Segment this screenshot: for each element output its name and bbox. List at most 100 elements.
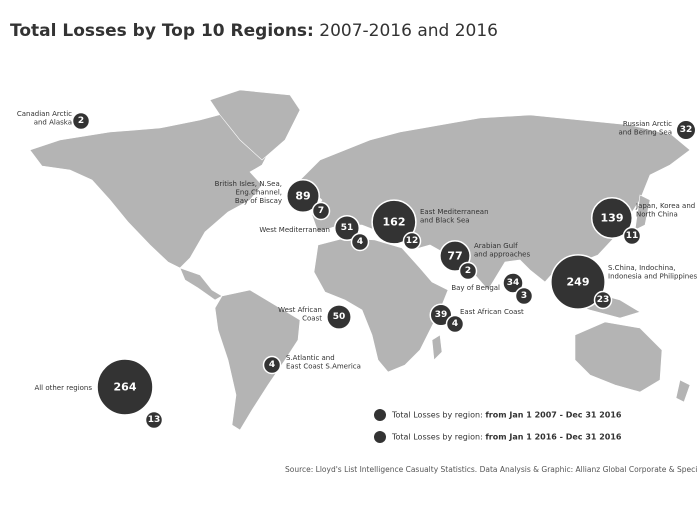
legend-period: from Jan 1 2007 - Dec 31 2016: [485, 411, 622, 420]
region-label: West African: [278, 306, 322, 314]
region-label: East Mediterranean: [420, 208, 489, 216]
bubble-value: 23: [597, 295, 610, 305]
bubble-value: 32: [680, 125, 693, 135]
loss-bubble: [311, 201, 331, 221]
loss-bubble: [550, 254, 606, 310]
region-label: and Alaska: [34, 119, 72, 127]
region-label: and approaches: [474, 251, 530, 259]
madagascar: [431, 334, 443, 361]
region-label: S.Atlantic and: [286, 354, 335, 362]
region: S.China, Indochina,Indonesia and Philipp…: [550, 254, 698, 310]
bubble-value: 249: [567, 276, 590, 289]
australia: [574, 321, 663, 393]
region: West Mediterranean 514: [259, 214, 370, 252]
loss-bubble: [429, 303, 453, 327]
bubble-value: 51: [341, 223, 354, 233]
legend-period: from Jan 1 2016 - Dec 31 2016: [485, 433, 622, 442]
loss-bubble: [371, 199, 417, 245]
loss-bubble: [96, 358, 154, 416]
loss-bubble: [675, 119, 697, 141]
region-label: British Isles, N.Sea,: [215, 180, 282, 188]
loss-bubble: [71, 111, 91, 131]
region-label: Bay of Bengal: [451, 284, 500, 292]
region: British Isles, N.Sea,Eng.Channel,Bay of …: [215, 179, 331, 221]
bubble-value: 2: [78, 116, 84, 126]
bubble-value: 4: [269, 360, 275, 370]
bubble-value: 34: [507, 278, 520, 288]
loss-bubble: [350, 232, 370, 252]
region-label: Japan, Korea and: [635, 202, 695, 210]
loss-bubble: [262, 355, 282, 375]
region-label: Arabian Gulf: [474, 242, 518, 250]
bubble-value: 89: [295, 190, 310, 203]
region-label: East Coast S.America: [286, 363, 361, 371]
region-label: Canadian Arctic: [17, 110, 72, 118]
region-label: Coast: [302, 315, 322, 323]
title-rest: 2007-2016 and 2016: [319, 21, 498, 41]
loss-bubble: [514, 286, 534, 306]
bubble-value: 2: [465, 266, 471, 276]
legend-prefix: Total Losses by region:: [391, 411, 483, 420]
region-label: East African Coast: [460, 308, 524, 316]
region-label: Bay of Biscay: [235, 197, 282, 205]
loss-bubble: [590, 196, 634, 240]
greenland: [209, 89, 301, 161]
world-map: [29, 89, 691, 431]
bubble-value: 3: [521, 291, 527, 301]
bubble-value: 7: [318, 206, 324, 216]
region: Bay of Bengal 343: [451, 272, 534, 306]
bubble-value: 77: [447, 250, 462, 263]
bubble-value: 39: [435, 310, 448, 320]
bubble-value: 162: [383, 216, 406, 229]
loss-bubble: [622, 226, 642, 246]
loss-bubble: [326, 304, 352, 330]
bubble-value: 139: [601, 212, 624, 225]
loss-bubble: [144, 410, 164, 430]
legend-swatch: [374, 409, 386, 421]
region-label: Eng.Channel,: [236, 189, 283, 197]
japan: [634, 194, 651, 231]
loss-bubble: [458, 261, 478, 281]
bubble-value: 13: [148, 415, 161, 425]
loss-bubble: [502, 272, 524, 294]
legend-swatch: [374, 431, 386, 443]
legend-label: Total Losses by region: from Jan 1 2016 …: [391, 433, 622, 442]
south-america: [214, 289, 301, 431]
legend-label: Total Losses by region: from Jan 1 2007 …: [391, 411, 622, 420]
region-label: S.China, Indochina,: [608, 264, 676, 272]
title-bold: Total Losses by Top 10 Regions:: [10, 21, 314, 41]
region-label: and Black Sea: [420, 217, 470, 225]
bubble-value: 264: [114, 381, 137, 394]
source-note: Source: Lloyd's List Intelligence Casual…: [285, 465, 697, 474]
bubble-value: 50: [333, 312, 346, 322]
bubble-value: 4: [357, 237, 363, 247]
loss-bubble: [286, 179, 320, 213]
region-label: Indonesia and Philippines: [608, 273, 698, 281]
bubble-value: 4: [452, 319, 458, 329]
title: Total Losses by Top 10 Regions: 2007-201…: [10, 21, 498, 41]
region-label: North China: [636, 211, 678, 219]
bubble-value: 12: [406, 236, 419, 246]
loss-bubble: [333, 214, 361, 242]
africa: [313, 237, 449, 373]
region: East African Coast 39 4: [429, 303, 524, 334]
region-label: Russian Arctic: [623, 120, 672, 128]
region: All other regions 264 13: [34, 358, 164, 430]
loss-bubble: [445, 314, 465, 334]
north-america: [29, 111, 276, 269]
loss-bubble: [402, 231, 422, 251]
new-zealand: [675, 379, 691, 403]
legend-prefix: Total Losses by region:: [391, 433, 483, 442]
region-label: West Mediterranean: [259, 226, 330, 234]
bubble-value: 11: [626, 231, 639, 241]
region-label: All other regions: [34, 384, 92, 392]
loss-bubble: [593, 290, 613, 310]
central-america: [179, 267, 223, 301]
